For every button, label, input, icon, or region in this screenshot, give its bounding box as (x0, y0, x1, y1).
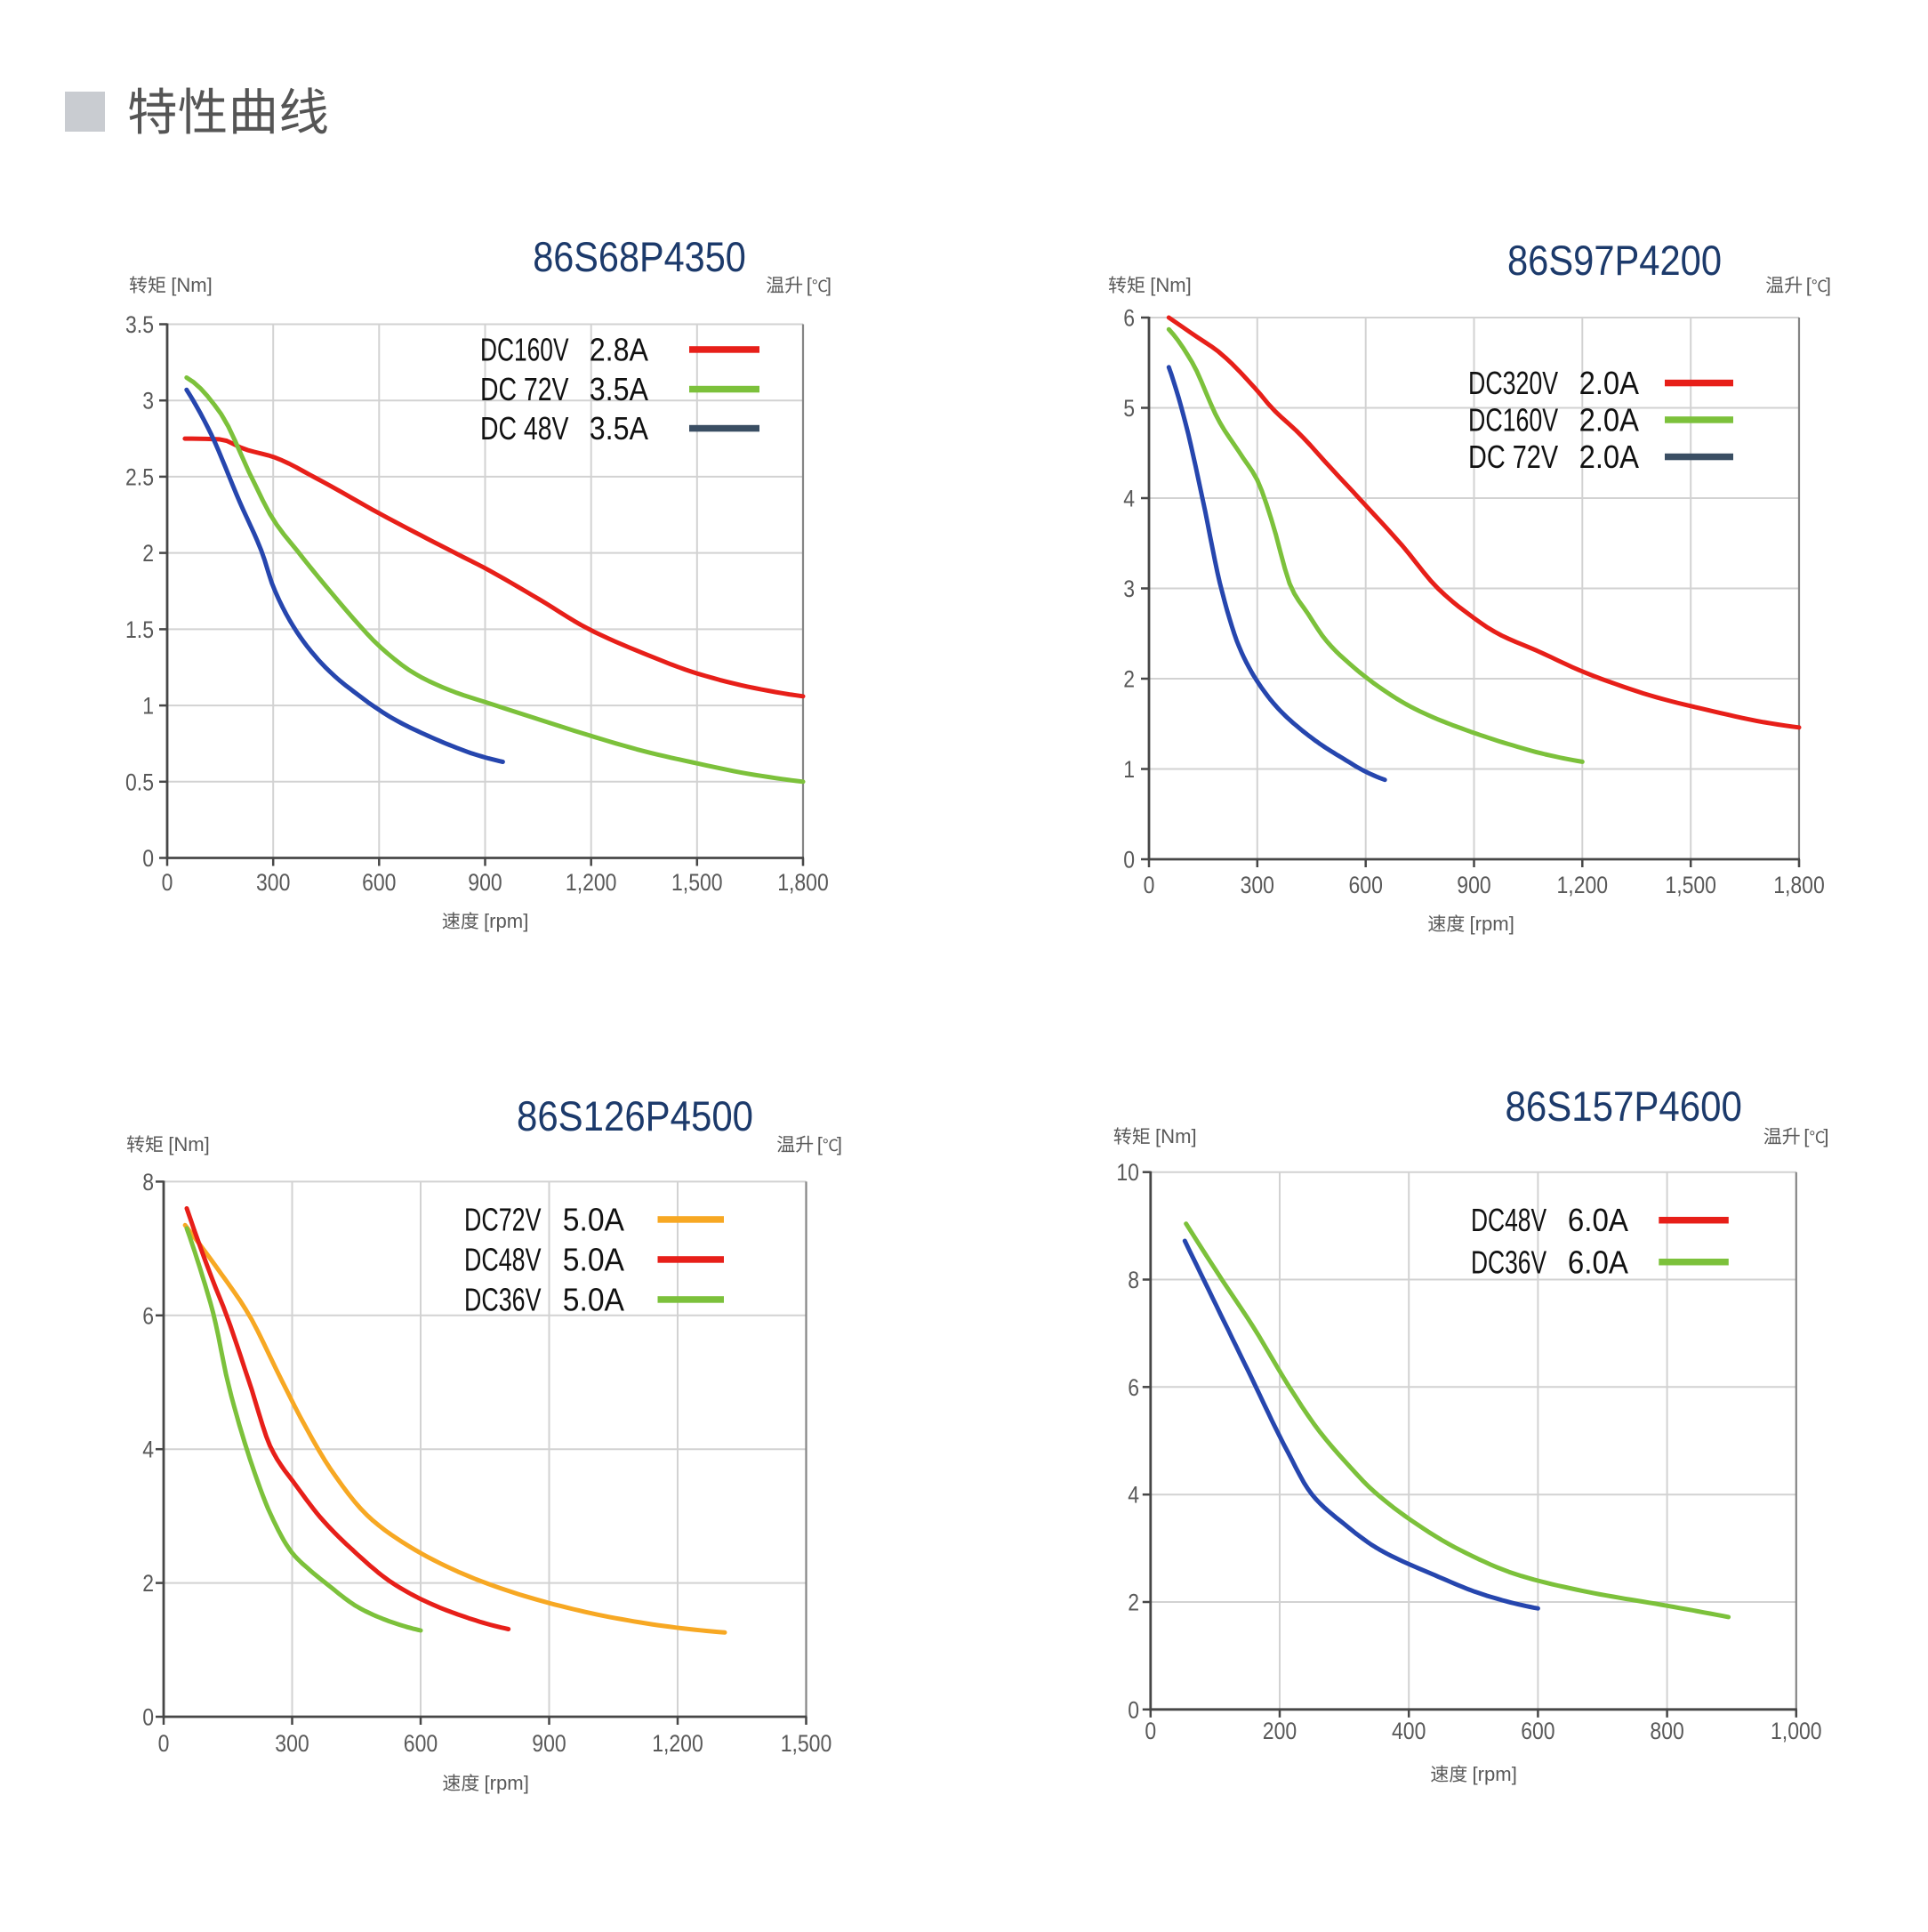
svg-text:[: [ (1806, 274, 1812, 296)
svg-text:2: 2 (142, 540, 154, 567)
svg-text:600: 600 (1521, 1718, 1554, 1744)
svg-text:5.0A: 5.0A (563, 1202, 624, 1238)
svg-text:6.0A: 6.0A (1568, 1202, 1628, 1238)
svg-text:]: ] (837, 1133, 842, 1155)
svg-text:2: 2 (1123, 666, 1135, 693)
svg-text:86S97P4200: 86S97P4200 (1507, 237, 1722, 284)
svg-text:0: 0 (1128, 1696, 1139, 1723)
svg-text:800: 800 (1650, 1718, 1683, 1744)
svg-text:2.8A: 2.8A (590, 332, 648, 368)
svg-text:6: 6 (1123, 305, 1135, 332)
svg-text:400: 400 (1392, 1718, 1426, 1744)
svg-text:0: 0 (1144, 872, 1155, 898)
svg-text:1: 1 (1123, 756, 1135, 783)
svg-text:900: 900 (1457, 872, 1490, 898)
svg-text:5: 5 (1123, 395, 1135, 422)
svg-text:[Nm]: [Nm] (1155, 1125, 1197, 1147)
svg-text:2.0A: 2.0A (1579, 365, 1639, 401)
svg-text:3.5: 3.5 (125, 311, 154, 338)
svg-text:[: [ (807, 274, 812, 296)
svg-text:DC320V: DC320V (1468, 365, 1558, 401)
svg-text:6.0A: 6.0A (1568, 1244, 1628, 1280)
svg-text:DC 48V: DC 48V (480, 410, 569, 447)
svg-text:[rpm]: [rpm] (484, 910, 528, 932)
svg-text:6: 6 (1128, 1374, 1139, 1401)
svg-text:2: 2 (142, 1570, 154, 1597)
svg-text:2.5: 2.5 (125, 463, 154, 490)
svg-text:[Nm]: [Nm] (1150, 274, 1192, 296)
svg-text:[Nm]: [Nm] (168, 1133, 210, 1155)
svg-text:3: 3 (1123, 576, 1135, 602)
svg-text:]: ] (1826, 274, 1831, 296)
svg-text:DC72V: DC72V (464, 1202, 542, 1238)
svg-text:3.5A: 3.5A (590, 410, 648, 447)
svg-text:0: 0 (1145, 1718, 1156, 1744)
svg-text:DC48V: DC48V (1471, 1202, 1546, 1238)
svg-text:86S126P4500: 86S126P4500 (517, 1092, 753, 1139)
svg-text:5.0A: 5.0A (563, 1282, 624, 1318)
svg-text:900: 900 (468, 869, 502, 896)
svg-text:DC36V: DC36V (1471, 1244, 1546, 1280)
svg-text:8: 8 (1128, 1267, 1139, 1293)
svg-text:3: 3 (142, 388, 154, 415)
svg-text:]: ] (1823, 1125, 1828, 1147)
svg-text:600: 600 (1349, 872, 1383, 898)
svg-text:8: 8 (142, 1169, 154, 1195)
svg-text:1,800: 1,800 (1773, 872, 1825, 898)
svg-text:DC 72V: DC 72V (1468, 439, 1558, 475)
svg-text:0: 0 (142, 845, 154, 872)
svg-text:86S157P4600: 86S157P4600 (1505, 1083, 1742, 1130)
svg-text:1: 1 (142, 693, 154, 720)
svg-text:0: 0 (1123, 847, 1135, 873)
svg-text:1.5: 1.5 (125, 616, 154, 643)
svg-text:600: 600 (362, 869, 396, 896)
svg-text:]: ] (826, 274, 831, 296)
svg-text:6: 6 (142, 1302, 154, 1329)
svg-text:DC160V: DC160V (1468, 402, 1558, 439)
svg-text:[: [ (817, 1133, 823, 1155)
svg-text:0: 0 (158, 1730, 170, 1757)
svg-text:1,500: 1,500 (1665, 872, 1716, 898)
svg-text:1,500: 1,500 (781, 1730, 832, 1757)
svg-text:DC36V: DC36V (464, 1282, 542, 1318)
svg-text:3.5A: 3.5A (590, 371, 648, 407)
svg-text:0: 0 (142, 1704, 154, 1731)
svg-text:DC48V: DC48V (464, 1242, 542, 1278)
svg-text:0.5: 0.5 (125, 769, 154, 795)
svg-text:10: 10 (1116, 1159, 1139, 1186)
svg-text:1,200: 1,200 (566, 869, 617, 896)
svg-text:[rpm]: [rpm] (485, 1772, 529, 1794)
svg-text:[: [ (1803, 1125, 1809, 1147)
svg-text:1,000: 1,000 (1771, 1718, 1822, 1744)
svg-text:600: 600 (404, 1730, 438, 1757)
svg-text:300: 300 (256, 869, 290, 896)
svg-text:[rpm]: [rpm] (1473, 1763, 1517, 1785)
svg-text:4: 4 (142, 1437, 154, 1463)
svg-text:DC 72V: DC 72V (480, 371, 569, 407)
svg-text:200: 200 (1263, 1718, 1297, 1744)
svg-text:DC160V: DC160V (480, 332, 569, 368)
svg-text:4: 4 (1123, 486, 1135, 512)
svg-text:4: 4 (1128, 1482, 1139, 1509)
svg-text:2.0A: 2.0A (1579, 402, 1639, 439)
svg-text:900: 900 (532, 1730, 566, 1757)
svg-text:2: 2 (1128, 1590, 1139, 1616)
svg-text:1,200: 1,200 (1557, 872, 1609, 898)
svg-text:1,500: 1,500 (671, 869, 723, 896)
svg-text:[Nm]: [Nm] (171, 274, 213, 296)
svg-text:86S68P4350: 86S68P4350 (533, 233, 746, 280)
svg-text:1,800: 1,800 (777, 869, 829, 896)
svg-text:0: 0 (162, 869, 173, 896)
svg-text:[rpm]: [rpm] (1470, 913, 1514, 935)
svg-text:2.0A: 2.0A (1579, 439, 1639, 475)
svg-text:1,200: 1,200 (652, 1730, 703, 1757)
svg-text:300: 300 (1241, 872, 1274, 898)
svg-text:300: 300 (275, 1730, 309, 1757)
svg-text:5.0A: 5.0A (563, 1242, 624, 1278)
